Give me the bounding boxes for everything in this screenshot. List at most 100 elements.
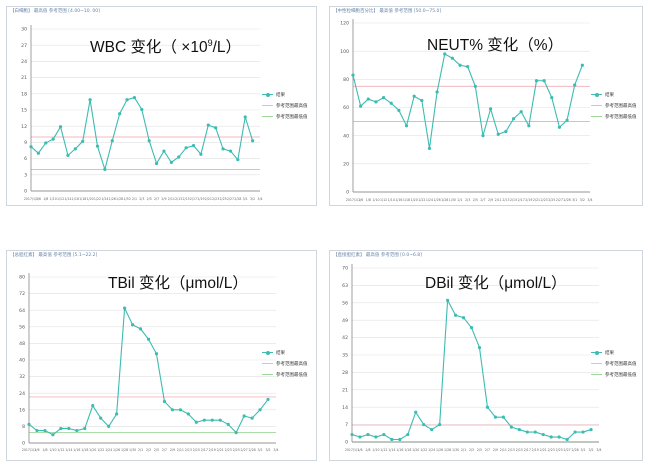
tbil-xtick-label: 1/8: [42, 448, 47, 452]
wbc-data-point: [88, 98, 92, 102]
tbil-ytick-label: 0: [22, 441, 25, 447]
dbil-ytick-label: 7: [345, 422, 348, 428]
wbc-data-point: [110, 139, 114, 143]
tbil-data-point: [130, 323, 135, 327]
dbil-ytick-label: 35: [342, 353, 348, 359]
wbc-data-point: [214, 126, 218, 130]
dbil-ytick-label: 70: [342, 266, 348, 272]
tbil-xtick-label: 3/2: [265, 448, 270, 452]
wbc-data-point: [44, 141, 48, 145]
dbil-data-point: [509, 425, 513, 429]
tbil-xtick-label: 1/20: [89, 448, 96, 452]
wbc-xtick-label: 2/9: [161, 197, 166, 201]
wbc-data-point: [147, 139, 151, 143]
tbil-xtick-label: 1/28: [121, 448, 128, 452]
dbil-data-point: [485, 405, 490, 409]
neut-data-point: [466, 65, 470, 69]
wbc-data-point: [29, 145, 33, 149]
neut-xtick-label: 3/1: [572, 198, 577, 202]
neut-data-point: [420, 98, 424, 103]
tbil-xtick-label: 3/1: [257, 448, 262, 452]
neut-xtick-label: 1/16: [395, 198, 402, 202]
neut-xtick-label: 1/28: [441, 198, 448, 202]
wbc-data-point: [36, 151, 40, 155]
dbil-data-point: [430, 427, 434, 432]
neut-xtick-label: 2/25: [548, 198, 555, 202]
neut-ytick-label: 60: [343, 105, 349, 111]
tbil-xtick-label: 1/12: [57, 448, 64, 452]
dbil-data-point: [549, 435, 553, 439]
wbc-data-point: [169, 160, 173, 164]
neut-xtick-label: 3/4: [587, 198, 592, 202]
tbil-data-point: [43, 428, 47, 433]
dbil-xtick-label: 2/27: [564, 448, 571, 452]
dbil-xtick-label: 2/17: [524, 448, 531, 452]
wbc-data-point: [191, 144, 196, 148]
tbil-xtick-label: 2/25: [233, 448, 240, 452]
neut-data-point: [580, 63, 584, 67]
neut-data-point: [450, 56, 454, 60]
neut-xtick-label: 1/20: [411, 198, 418, 202]
dbil-xtick-label: 2/9: [493, 448, 498, 452]
tbil-xtick-label: 2/15: [193, 448, 200, 452]
wbc-xtick-label: 1/26: [109, 197, 116, 201]
tbil-data-point: [194, 420, 198, 424]
tbil-data-point: [234, 431, 238, 435]
dbil-xtick-label: 1/12: [380, 448, 387, 452]
tbil-data-point: [83, 426, 87, 431]
wbc-data-point: [154, 161, 159, 166]
wbc-ytick-label: 9: [24, 140, 27, 146]
dbil-ytick-label: 42: [342, 335, 348, 341]
wbc-ytick-label: 18: [21, 91, 27, 97]
dbil-xtick-label: 1/20: [412, 448, 419, 452]
neut-data-point: [427, 146, 432, 150]
dbil-data-point: [374, 435, 378, 439]
wbc-ytick-label: 15: [21, 108, 27, 114]
tbil-data-point: [178, 408, 182, 412]
dbil-ytick-label: 0: [345, 440, 348, 446]
wbc-ytick-label: 0: [24, 189, 27, 195]
neut-xtick-label: 2/3: [465, 198, 470, 202]
neut-data-point: [473, 84, 477, 88]
dbil-xtick-label: 2017/1/1: [345, 448, 359, 452]
neut-chart-panel: 【中性粒细胞百分比】 最高值 参考范围 [50.0~75.0] 0 20 40 60 8…: [329, 6, 643, 206]
dbil-xtick-label: 1/18: [404, 448, 411, 452]
wbc-xtick-label: 2/15: [183, 197, 190, 201]
wbc-ytick-label: 12: [21, 124, 27, 130]
dbil-data-point: [398, 437, 402, 442]
wbc-data-point: [95, 144, 100, 148]
neut-xtick-label: 2/19: [525, 198, 532, 202]
neut-xtick-label: 2/11: [495, 198, 502, 202]
neut-xtick-label: 2/28: [563, 198, 570, 202]
neut-data-point: [366, 97, 370, 101]
tbil-xtick-label: 2/23: [225, 448, 232, 452]
tbil-xtick-label: 1/14: [65, 448, 72, 452]
dbil-data-point: [517, 427, 521, 432]
neut-data-point: [389, 101, 393, 105]
tbil-xtick-label: 1/18: [81, 448, 88, 452]
tbil-xtick-label: 3/4: [273, 448, 278, 452]
neut-data-point: [412, 94, 416, 98]
tbil-data-point: [99, 416, 103, 420]
wbc-xtick-label: 2/27: [227, 197, 234, 201]
wbc-data-point: [162, 149, 166, 153]
neut-data-point: [542, 79, 546, 83]
neut-xtick-label: 2/5: [473, 198, 478, 202]
neut-xtick-label: 1/12: [380, 198, 387, 202]
neut-data-point: [519, 110, 523, 114]
neut-data-point: [435, 90, 439, 94]
neut-xtick-label: 3/2: [580, 198, 585, 202]
tbil-series-line: [28, 307, 269, 436]
tbil-data-point: [210, 418, 214, 422]
neut-xtick-label: 2/27: [556, 198, 563, 202]
dbil-data-point: [406, 432, 410, 437]
wbc-data-point: [66, 153, 70, 157]
tbil-ytick-label: 80: [19, 275, 25, 281]
dbil-xtick-label: 1/10: [372, 448, 379, 452]
dbil-data-point: [501, 415, 505, 419]
wbc-data-point: [58, 125, 63, 129]
dbil-xtick-label: 2/13: [508, 448, 515, 452]
tbil-data-point: [250, 416, 254, 420]
wbc-xtick-label: 2/5: [147, 197, 152, 201]
neut-xtick-label: 2/1: [457, 198, 462, 202]
